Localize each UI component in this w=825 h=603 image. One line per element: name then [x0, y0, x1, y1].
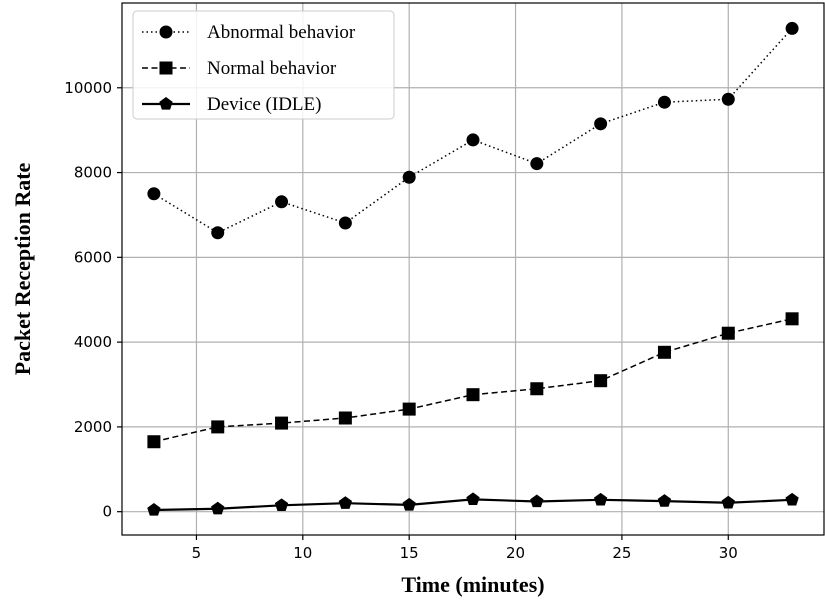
data-point — [785, 312, 799, 326]
legend-label: Normal behavior — [207, 58, 337, 79]
series-1 — [147, 312, 799, 449]
series-2 — [147, 492, 799, 516]
data-point — [275, 416, 289, 430]
data-point — [593, 492, 608, 506]
y-tick-label: 2000 — [74, 418, 112, 436]
legend-box — [132, 10, 395, 120]
y-axis-ticks: 0 2000 4000 6000 8000 10000 — [64, 79, 122, 521]
data-point — [275, 195, 289, 209]
data-point — [530, 382, 544, 396]
legend-swatch-marker — [159, 97, 173, 110]
data-point — [147, 502, 161, 516]
y-tick-label: 0 — [102, 503, 112, 521]
legend-swatch-marker — [159, 61, 173, 75]
data-point — [657, 345, 671, 359]
data-point — [338, 411, 352, 425]
series-0 — [147, 21, 799, 240]
x-axis-ticks: 5 10 15 20 25 30 — [192, 535, 738, 562]
y-tick-label: 4000 — [74, 333, 112, 351]
data-point — [530, 494, 544, 508]
legend-item: Device (IDLE) — [142, 94, 321, 115]
data-point — [721, 92, 735, 106]
data-point — [274, 498, 289, 511]
legend-swatch-marker — [159, 25, 173, 39]
data-point — [402, 170, 416, 184]
data-point — [147, 435, 161, 449]
y-axis-title: Packet Reception Rate — [10, 162, 35, 375]
y-tick-label: 8000 — [74, 164, 112, 182]
data-point — [785, 492, 799, 506]
legend-item: Abnormal behavior — [142, 22, 356, 43]
legend-label: Abnormal behavior — [207, 22, 356, 43]
legend-label: Device (IDLE) — [207, 94, 321, 115]
data-point — [530, 157, 544, 171]
data-point — [211, 420, 225, 434]
series-line — [153, 318, 793, 443]
data-point — [147, 187, 161, 201]
data-point — [466, 388, 480, 402]
x-tick-label: 15 — [400, 544, 419, 562]
data-point — [657, 494, 672, 507]
data-point — [338, 216, 352, 230]
plot-frame — [121, 2, 825, 536]
data-point — [721, 326, 735, 340]
data-point — [338, 496, 353, 509]
data-point — [466, 133, 480, 147]
x-tick-label: 25 — [612, 544, 631, 562]
x-tick-label: 30 — [719, 544, 738, 562]
x-tick-label: 20 — [506, 544, 525, 562]
y-tick-label: 6000 — [74, 248, 112, 266]
data-point — [211, 501, 225, 515]
data-point — [721, 495, 735, 509]
data-point — [211, 226, 225, 240]
series-layer — [147, 21, 799, 516]
data-point — [402, 497, 416, 511]
data-point — [402, 402, 416, 416]
y-tick-label: 10000 — [64, 79, 112, 97]
data-point — [785, 21, 799, 35]
data-point — [594, 117, 608, 131]
legend-item: Normal behavior — [142, 58, 337, 79]
x-axis-title: Time (minutes) — [401, 572, 544, 597]
x-tick-label: 5 — [192, 544, 202, 562]
x-tick-label: 10 — [293, 544, 312, 562]
data-point — [466, 492, 480, 506]
data-point — [657, 95, 671, 109]
data-point — [594, 374, 608, 388]
legend: Abnormal behavior Normal behavior Device (… — [132, 10, 395, 120]
